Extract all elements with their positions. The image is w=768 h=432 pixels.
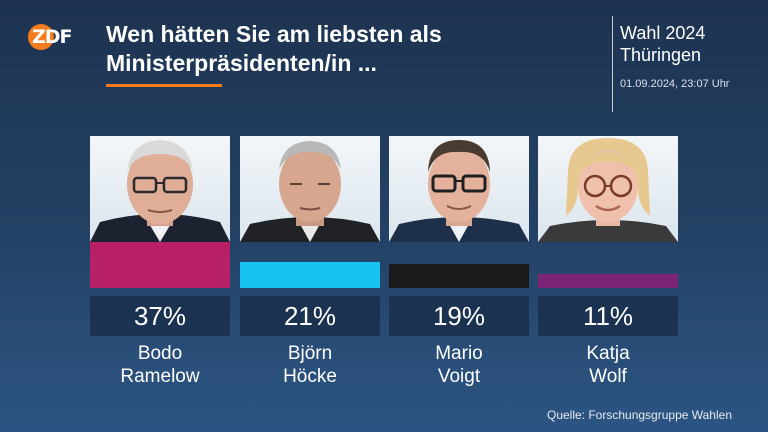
- candidate-first-name: Björn: [287, 343, 333, 364]
- candidate-photo: [240, 136, 380, 242]
- candidate-last-name: Wolf: [589, 366, 627, 387]
- candidate-name: Katja Wolf: [538, 342, 678, 388]
- title-underline: [106, 84, 222, 87]
- question-line-2: Ministerpräsidenten/in ...: [106, 50, 377, 76]
- candidate-last-name: Ramelow: [120, 366, 200, 387]
- candidate-first-name: Bodo: [137, 343, 183, 364]
- candidate-first-name: Katja: [586, 343, 630, 364]
- zdf-logo-circle: [28, 24, 54, 50]
- candidate-last-name: Höcke: [283, 366, 337, 387]
- zdf-logo: ZDF: [28, 24, 78, 50]
- bar: [389, 264, 529, 288]
- candidate-name: Björn Höcke: [240, 342, 380, 388]
- candidate-photo: [538, 136, 678, 242]
- chart-question: Wen hätten Sie am liebsten als Ministerp…: [106, 20, 586, 78]
- candidate-photo: [90, 136, 230, 242]
- candidate-name: Bodo Ramelow: [90, 342, 230, 388]
- header-divider: [612, 16, 613, 112]
- value-label: 21%: [240, 296, 380, 336]
- value-label: 19%: [389, 296, 529, 336]
- candidate-photo: [389, 136, 529, 242]
- timestamp: 01.09.2024, 23:07 Uhr: [620, 78, 730, 90]
- bar: [240, 262, 380, 288]
- question-line-1: Wen hätten Sie am liebsten als: [106, 21, 442, 47]
- candidate-last-name: Voigt: [437, 366, 481, 387]
- zdf-logo-text: ZDF: [32, 26, 73, 48]
- bar: [90, 242, 230, 288]
- value-label: 11%: [538, 296, 678, 336]
- bar: [538, 274, 678, 288]
- source-note: Quelle: Forschungsgruppe Wahlen: [547, 408, 732, 422]
- election-title: Wahl 2024: [620, 23, 706, 43]
- election-region: Thüringen: [620, 45, 702, 65]
- candidate-name: Mario Voigt: [389, 342, 529, 388]
- candidate-first-name: Mario: [435, 343, 483, 364]
- value-label: 37%: [90, 296, 230, 336]
